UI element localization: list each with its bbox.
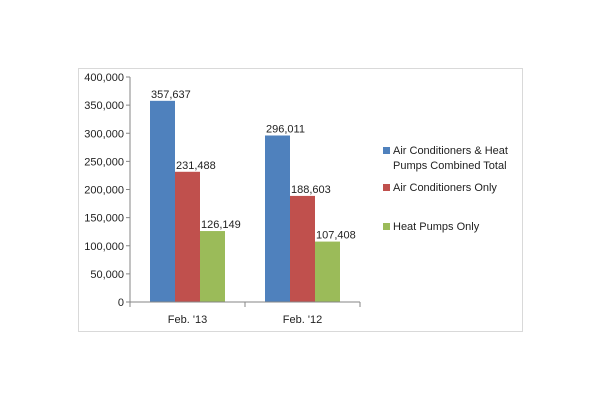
y-tick-label: 50,000 — [90, 269, 124, 281]
legend-label: Heat Pumps Only — [393, 221, 480, 233]
bar — [290, 195, 315, 302]
data-label: 188,603 — [291, 184, 331, 196]
data-label: 126,149 — [201, 219, 241, 231]
y-tick-label: 400,000 — [84, 72, 124, 84]
bar — [265, 135, 290, 302]
y-tick-label: 200,000 — [84, 185, 124, 197]
bars — [150, 100, 340, 302]
legend-item: Air Conditioners Only — [383, 182, 497, 194]
data-label: 296,011 — [266, 123, 305, 135]
bar — [150, 100, 175, 302]
legend: Air Conditioners & Heat Pumps Combined To… — [383, 145, 508, 233]
bar — [200, 231, 225, 302]
y-tick-label: 250,000 — [84, 156, 124, 168]
legend-item: Heat Pumps Only — [383, 221, 480, 233]
legend-label: Air Conditioners Only — [393, 182, 497, 194]
x-tick-label: Feb. '12 — [283, 314, 322, 326]
legend-item: Air Conditioners & Heat Pumps Combined To… — [383, 145, 508, 172]
y-tick-label: 150,000 — [84, 213, 124, 225]
y-tick-label: 100,000 — [84, 241, 124, 253]
data-label: 107,408 — [316, 230, 356, 242]
y-tick-label: 0 — [118, 297, 124, 309]
x-tick-label: Feb. '13 — [168, 314, 207, 326]
legend-swatch — [383, 184, 390, 191]
data-labels: 357,637 231,488 126,149 296,011 188,603 107,4… — [151, 89, 356, 242]
data-label: 231,488 — [176, 160, 216, 172]
data-label: 357,637 — [151, 89, 191, 101]
y-tick-label: 300,000 — [84, 128, 124, 140]
bar — [175, 171, 200, 302]
bar — [315, 241, 340, 302]
x-axis: Feb. '13 Feb. '12 — [129, 301, 361, 326]
legend-label: Pumps Combined Total — [393, 160, 507, 172]
y-axis: 0 50,000 100,000 150,000 200,000 250,000 300,0… — [84, 72, 131, 309]
y-tick-label: 350,000 — [84, 100, 124, 112]
legend-label: Air Conditioners & Heat — [393, 145, 508, 157]
legend-swatch — [383, 147, 390, 154]
legend-swatch — [383, 223, 390, 230]
